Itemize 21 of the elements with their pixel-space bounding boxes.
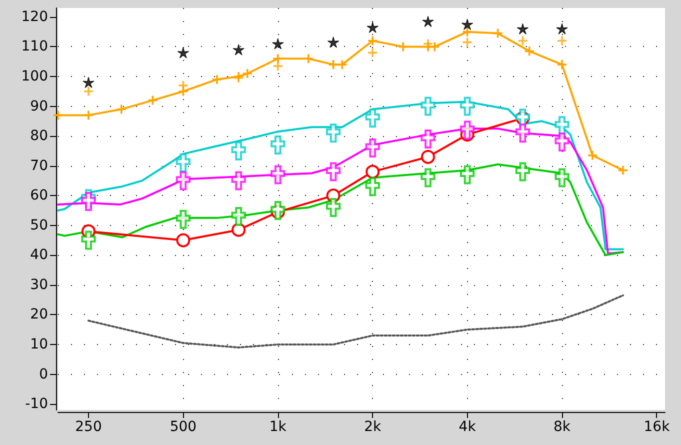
x-tick-label: 2k [364,419,382,435]
x-tick-label: 250 [75,419,102,435]
x-tick-label: 500 [170,419,197,435]
y-tick-label: 120 [21,8,48,25]
y-tick-label: 90 [30,98,48,114]
y-tick-label: 80 [30,128,48,144]
y-tick-label: 70 [30,158,48,174]
y-tick-label: 110 [21,38,48,55]
y-tick-label: 100 [21,68,48,84]
y-tick-label: 0 [39,366,48,382]
y-tick-label: -10 [25,396,48,412]
y-tick-label: 20 [30,306,48,323]
y-tick-label: 40 [30,247,48,264]
x-tick-label: 8k [554,419,572,435]
x-tick-label: 16k [644,419,671,435]
y-tick-label: 10 [30,336,48,352]
y-tick-label: 50 [30,217,48,234]
x-tick-label: 4k [458,419,477,435]
x-tick-label: 1k [269,419,288,435]
y-tick-label: 60 [30,188,48,204]
y-tick-label: 30 [30,276,48,293]
